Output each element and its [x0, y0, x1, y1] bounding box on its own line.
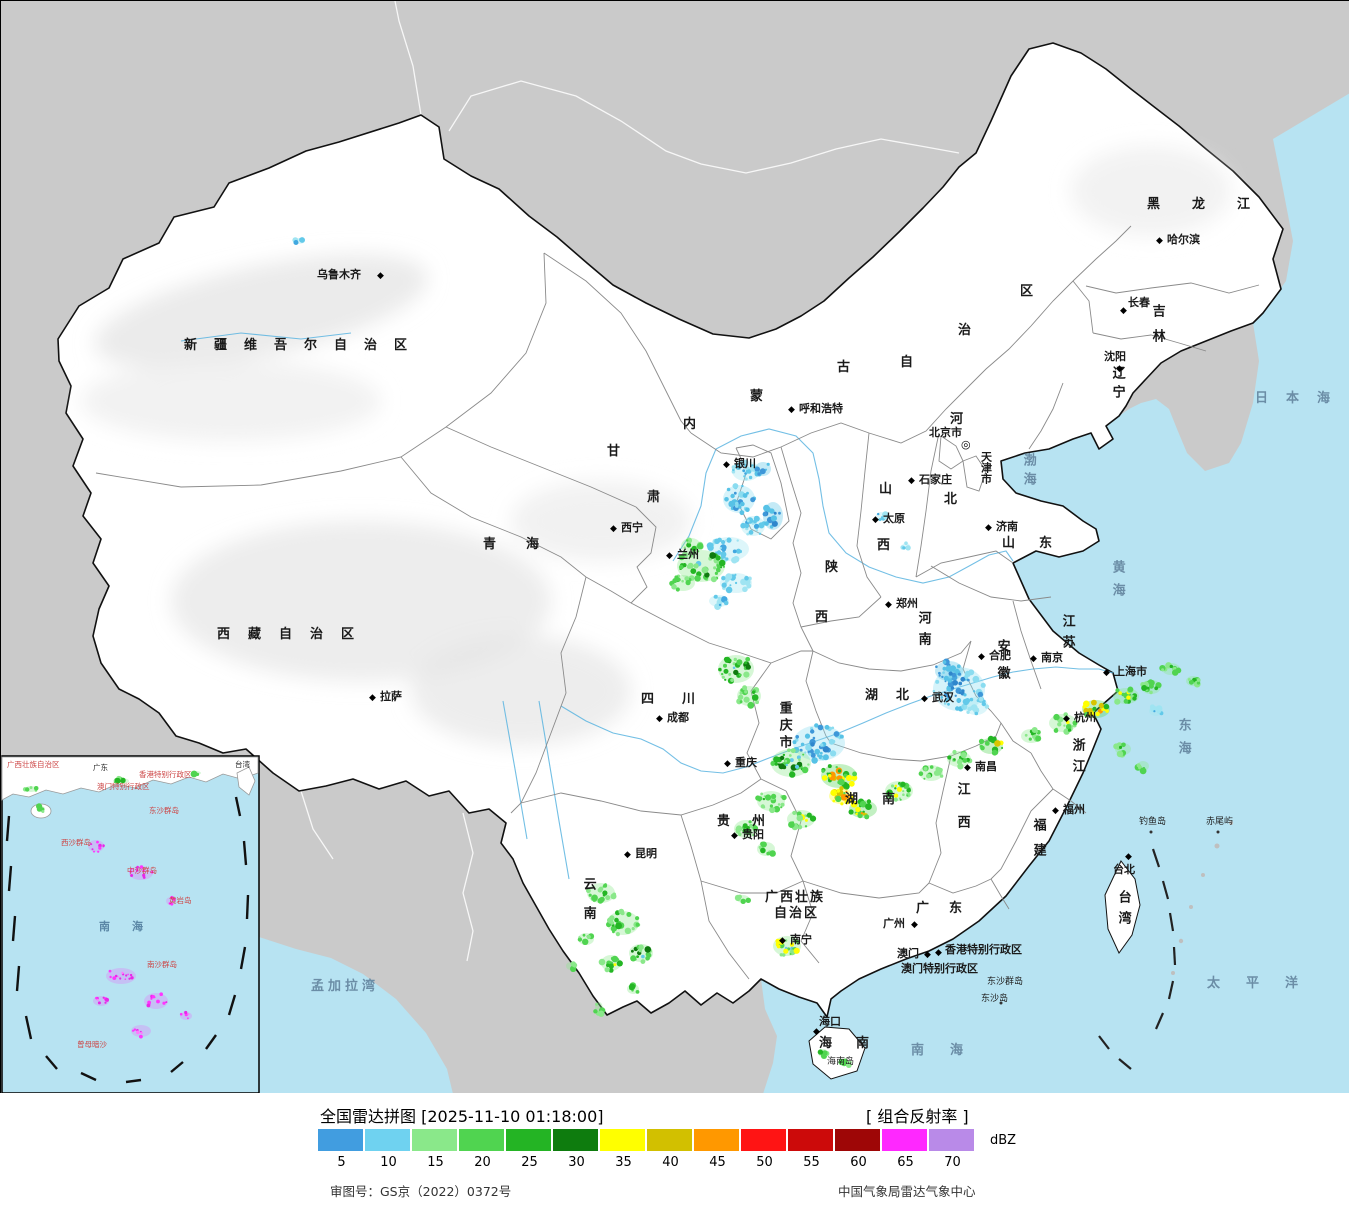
dbz-value: 45 — [709, 1155, 726, 1170]
china-radar-map: 新疆维吾尔自治区 西藏自治区 青海甘肃四川 云南 贵州 重庆市陕西山西河北内蒙古自治区黑龙… — [0, 0, 1349, 1094]
dbz-color-block-55 — [788, 1129, 833, 1151]
dbz-color-block-40 — [647, 1129, 692, 1151]
offshore-islands — [1171, 821, 1233, 975]
south-china-sea-inset — [1, 755, 260, 1094]
terrain-shading — [81, 146, 1231, 746]
dbz-value: 10 — [380, 1155, 397, 1170]
dbz-value: 50 — [756, 1155, 773, 1170]
dbz-value: 35 — [615, 1155, 632, 1170]
dbz-color-block-10 — [365, 1129, 410, 1151]
dbz-value: 70 — [944, 1155, 961, 1170]
map-approval-number: 审图号：GS京（2022）0372号 — [330, 1184, 512, 1199]
dbz-value: 5 — [337, 1155, 346, 1170]
dbz-color-block-35 — [600, 1129, 645, 1151]
dbz-value: 30 — [568, 1155, 585, 1170]
dbz-color-block-25 — [506, 1129, 551, 1151]
east-sea-area — [761, 93, 1349, 1094]
legend-panel: 全国雷达拼图 [2025-11-10 01:18:00] [ 组合反射率 ] d… — [0, 1093, 1349, 1208]
dbz-value: 65 — [897, 1155, 914, 1170]
dbz-value: 40 — [662, 1155, 679, 1170]
maritime-boundary-dashes — [1098, 848, 1177, 1070]
credit-label: 中国气象局雷达气象中心 — [838, 1184, 976, 1199]
rivers — [180, 332, 1114, 880]
dbz-color-block-15 — [412, 1129, 457, 1151]
dbz-value: 15 — [427, 1155, 444, 1170]
dbz-color-block-70 — [929, 1129, 974, 1151]
dbz-value: 20 — [474, 1155, 491, 1170]
dbz-color-block-65 — [882, 1129, 927, 1151]
inset-nine-dash-line — [5, 796, 250, 1084]
foreign-country-borders — [300, 1, 960, 962]
product-name: [ 组合反射率 ] — [866, 1107, 969, 1126]
dbz-color-block-60 — [835, 1129, 880, 1151]
island-dots — [999, 830, 1220, 1005]
dbz-value: 25 — [521, 1155, 538, 1170]
dbz-color-block-45 — [694, 1129, 739, 1151]
dbz-colorbar — [318, 1129, 976, 1151]
dbz-color-block-5 — [318, 1129, 363, 1151]
dbz-color-block-50 — [741, 1129, 786, 1151]
dbz-values-row: 5 10 15 20 25 30 35 40 45 50 55 60 65 70 — [318, 1155, 976, 1170]
radar-echoes — [22, 237, 1201, 1068]
dbz-value: 60 — [850, 1155, 867, 1170]
dbz-value: 55 — [803, 1155, 820, 1170]
map-title: 全国雷达拼图 [2025-11-10 01:18:00] — [320, 1107, 604, 1126]
province-borders — [95, 225, 1260, 980]
inset-taiwan — [236, 766, 256, 796]
dbz-color-block-30 — [553, 1129, 598, 1151]
dbz-color-block-20 — [459, 1129, 504, 1151]
dbz-unit-label: dBZ — [990, 1133, 1017, 1148]
taiwan-island — [1104, 860, 1141, 954]
map-graphic — [1, 1, 1349, 1094]
bay-of-bengal-area — [259, 937, 453, 1094]
